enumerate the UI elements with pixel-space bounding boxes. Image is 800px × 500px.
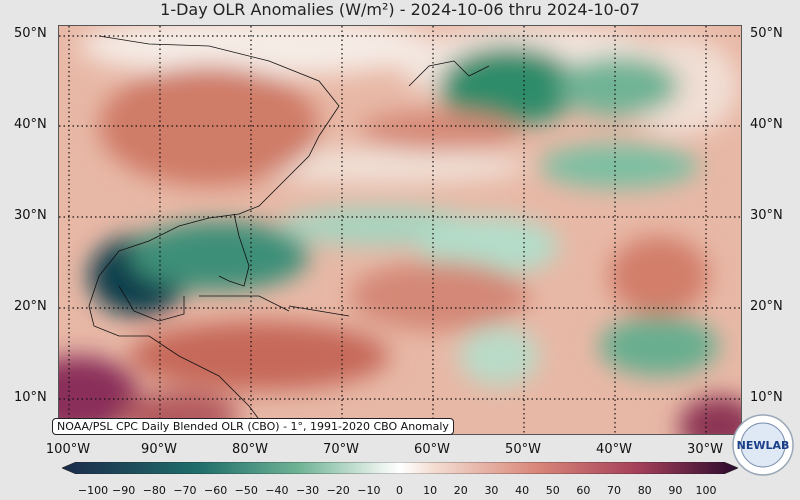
colorbar-tick-label: 60	[576, 484, 591, 497]
colorbar-tick-label: −80	[142, 484, 166, 497]
lat-label-30n-right: 30°N	[750, 208, 783, 223]
colorbar-tick-label: 10	[423, 484, 438, 497]
lat-label-50n-right: 50°N	[750, 26, 783, 41]
lat-label-10n-left: 10°N	[14, 390, 47, 405]
figure-title: 1-Day OLR Anomalies (W/m²) - 2024-10-06 …	[160, 0, 640, 19]
colorbar-tick-label: 70	[607, 484, 622, 497]
lat-label-20n-right: 20°N	[750, 299, 783, 314]
colorbar-tick-label: −20	[326, 484, 350, 497]
colorbar-tick-label: 50	[545, 484, 560, 497]
lon-label-50w: 50°W	[505, 442, 541, 457]
colorbar-tick-label: 0	[396, 484, 403, 497]
lat-label-10n-right: 10°N	[750, 390, 783, 405]
lon-label-60w: 60°W	[414, 442, 450, 457]
lon-label-70w: 70°W	[323, 442, 359, 457]
colorbar-tick-label: −60	[203, 484, 228, 497]
lat-label-30n-left: 30°N	[14, 208, 47, 223]
colorbar-tick-label: −50	[234, 484, 258, 497]
logo-text: NEWLAB	[737, 439, 790, 452]
lon-label-90w: 90°W	[141, 442, 177, 457]
graticule	[59, 26, 741, 434]
colorbar-tick-label: 40	[515, 484, 530, 497]
newlab-logo: NEWLAB	[732, 414, 794, 476]
lon-label-30w: 30°W	[687, 442, 723, 457]
colorbar-tick-label: 100	[695, 484, 717, 497]
lat-label-20n-left: 20°N	[14, 299, 47, 314]
lat-label-40n-left: 40°N	[14, 117, 47, 132]
map-canvas	[59, 26, 741, 434]
olr-anomaly-map	[58, 25, 742, 435]
colorbar-tick-label: −40	[265, 484, 289, 497]
lat-label-50n-left: 50°N	[14, 26, 47, 41]
colorbar-tick-label: −10	[357, 484, 381, 497]
anomaly-field	[59, 26, 741, 434]
colorbar-tick-label: 90	[668, 484, 683, 497]
colorbar-tick-label: 80	[637, 484, 652, 497]
colorbar-tick-label: −30	[295, 484, 320, 497]
colorbar-tick-label: −90	[112, 484, 136, 497]
colorbar-tick-label: −70	[173, 484, 197, 497]
lon-label-80w: 80°W	[232, 442, 268, 457]
lon-label-100w: 100°W	[45, 442, 91, 457]
source-note: NOAA/PSL CPC Daily Blended OLR (CBO) - 1…	[52, 418, 454, 435]
lat-label-40n-right: 40°N	[750, 117, 783, 132]
colorbar-tick-label: −100	[77, 484, 109, 497]
colorbar-tick-label: 20	[453, 484, 468, 497]
lon-label-40w: 40°W	[596, 442, 632, 457]
colorbar-tick-label: 30	[484, 484, 499, 497]
colorbar	[62, 462, 738, 474]
